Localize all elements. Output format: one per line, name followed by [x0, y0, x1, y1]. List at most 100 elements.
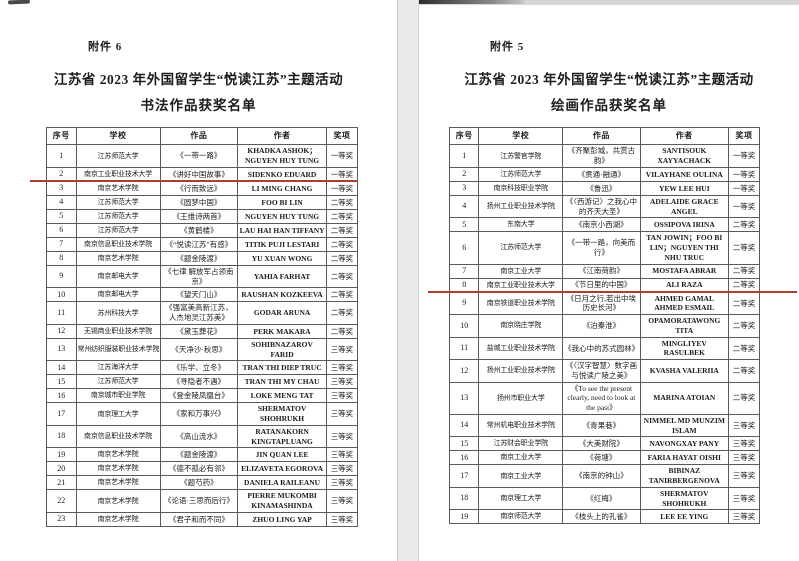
table-cell: 《〈汉字智慧〉数字画与悦读广陵之美》 [562, 359, 641, 383]
table-cell: 《一带一路》 [159, 144, 239, 168]
table-cell: 二等奖 [325, 194, 359, 210]
table-row: 16 南京城市职业学院 《登金陵凤凰台》 LOKE MENG TAT 三等奖 [46, 388, 359, 404]
table-cell: MINGLIYEV RASULBEK [639, 336, 729, 361]
table-row: 4 江苏师范大学 《圆梦中国》 FOO BI LIN 二等奖 [46, 194, 359, 210]
table-row: 9 南京邮电大学 《七律 解放军占领南京》 YAHIA FARHAT 二等奖 [46, 264, 359, 289]
table-cell: 南京理工大学 [75, 402, 161, 426]
table-cell: SHERMATOV SHOHRUKH [639, 486, 729, 511]
table-cell: ADELAIDE GRACE ANGEL [639, 194, 729, 219]
table-row: 3 南京科技职业学院 《鲁迅》 YEW LEE HUI 一等奖 [448, 180, 761, 196]
table-cell: 南京信息职业技术学院 [75, 236, 161, 252]
table-cell: 《乐学、立冬》 [159, 360, 239, 376]
page-gap-divider [397, 0, 419, 561]
table-row: 23 南京艺术学院 《君子和而不同》 ZHUO LING YAP 三等奖 [46, 511, 359, 527]
table-cell: 8 [448, 277, 480, 293]
table-cell: 一等奖 [727, 194, 761, 219]
table-cell: ELIZAVETA EGOROVA [237, 461, 327, 477]
table-cell: 9 [448, 291, 480, 316]
table-cell: 《寻隐者不遇》 [159, 374, 239, 390]
table-cell: 10 [448, 314, 480, 338]
table-cell: SIDENKO EDUARD [237, 166, 327, 182]
table-cell: 三等奖 [727, 450, 761, 466]
table-cell: 南京艺术学院 [75, 447, 161, 463]
table-cell: 南京邮电大学 [75, 287, 161, 303]
table-cell: 《一带一路，向美而行》 [562, 231, 641, 265]
table-cell: 《To see the present clearly, need to loo… [562, 381, 641, 415]
table-cell: 一等奖 [727, 166, 761, 182]
table-row: 9 南京铁道职业技术学院 《日月之行,若出中埃历史长河》 AHMED GAMAL AH… [448, 291, 761, 316]
table-cell: 《贯通·融通》 [562, 166, 641, 182]
table-row: 7 南京信息职业技术学院 《“悦读江苏”有感》 TITIK PUJI LESTARI 二… [46, 236, 359, 252]
table-cell: 二等奖 [325, 287, 359, 303]
table-cell: 7 [448, 263, 480, 279]
column-header: 奖项 [325, 126, 359, 146]
table-row: 11 盐城工业职业技术学院 《我心中的苏式园林》 MINGLIYEV RASULBEK… [448, 336, 761, 361]
table-cell: 《题金陵渡》 [159, 250, 239, 266]
table-cell: MARINA ATOIAN [639, 381, 729, 415]
table-cell: 二等奖 [727, 359, 761, 383]
table-cell: 一等奖 [325, 166, 359, 182]
table-cell: 一等奖 [325, 144, 359, 168]
table-cell: 《行而致远》 [159, 180, 239, 196]
table-cell: TRAN THI DIEP TRUC [237, 360, 327, 376]
table-cell: SHERMATOV SHOHRUKH [237, 402, 327, 426]
table-row: 15 江苏财会职业学院 《大美财院》 NAVONGXAY PANY 三等奖 [448, 436, 761, 452]
table-cell: 南京铁道职业技术学院 [478, 291, 564, 316]
table-cell: 3 [46, 180, 77, 196]
table-cell: 22 [46, 489, 77, 513]
table-cell: 扬州市职业大学 [478, 381, 564, 415]
table-cell: 18 [46, 424, 77, 449]
table-cell: 三等奖 [727, 436, 761, 452]
table-row: 2 南京工业职业技术大学 《讲好中国故事》 SIDENKO EDUARD 一等奖 [46, 166, 359, 182]
table-cell: 7 [46, 236, 77, 252]
table-cell: 《荷塘》 [562, 450, 641, 466]
table-cell: 《登金陵凤凰台》 [159, 388, 239, 404]
table-cell: 《望天门山》 [159, 287, 239, 303]
table-cell: NGUYEN HUY TUNG [237, 208, 327, 224]
table-cell: 《节日里的中国》 [562, 277, 641, 293]
table-cell: BIBINAZ TANIRBERGENOVA [639, 464, 729, 488]
table-cell: 5 [46, 208, 77, 224]
table-cell: 9 [46, 264, 77, 289]
calligraphy-awards-table: 序号 学校 作品 作者 奖项 1 江苏师范大学 《一带一路》 KHADKA ASHOK；NGUY… [46, 126, 359, 527]
table-cell: 13 [448, 381, 480, 415]
table-cell: 二等奖 [727, 231, 761, 265]
table-cell: 二等奖 [727, 277, 761, 293]
table-cell: 三等奖 [727, 509, 761, 525]
table-cell: 南京工业大学 [478, 450, 564, 466]
table-cell: 二等奖 [727, 291, 761, 316]
table-cell: 江苏师范大学 [75, 374, 161, 390]
table-cell: 21 [46, 475, 77, 491]
table-cell: 《黄鹤楼》 [159, 222, 239, 238]
table-cell: 江苏师范大学 [478, 231, 564, 265]
table-cell: 南京艺术学院 [75, 180, 161, 196]
table-cell: 《圆梦中国》 [159, 194, 239, 210]
table-cell: 2 [448, 166, 480, 182]
table-cell: 《大美财院》 [562, 436, 641, 452]
table-cell: 常州机电职业技术学院 [478, 413, 564, 438]
table-cell: 三等奖 [325, 402, 359, 426]
table-cell: 江苏师范大学 [75, 194, 161, 210]
table-cell: 三等奖 [325, 360, 359, 376]
table-cell: 《题芍药》 [159, 475, 239, 491]
table-cell: 南京信息职业技术学院 [75, 424, 161, 449]
table-cell: 二等奖 [325, 236, 359, 252]
table-cell: MOSTAFA ABRAR [639, 263, 729, 279]
table-row: 5 东南大学 《南京小西湖》 OSSIPOVA IRINA 二等奖 [448, 217, 761, 233]
table-cell: 二等奖 [325, 222, 359, 238]
column-header: 序号 [46, 126, 77, 146]
table-cell: 6 [46, 222, 77, 238]
table-cell: LEE EE YING [639, 509, 729, 525]
page-title-line2: 绘画作品获奖名单 [551, 98, 667, 113]
table-cell: 16 [448, 450, 480, 466]
table-cell: 《高山流水》 [159, 424, 239, 449]
table-cell: FARIA HAYAT OISHI [639, 450, 729, 466]
table-cell: 南京工业职业技术大学 [478, 277, 564, 293]
table-row: 17 南京理工大学 《家和万事兴》 SHERMATOV SHOHRUKH 三等奖 [46, 402, 359, 426]
table-cell: 4 [448, 194, 480, 219]
table-cell: 南京艺术学院 [75, 511, 161, 527]
table-cell: 江苏师范大学 [75, 144, 161, 168]
table-cell: 《我心中的苏式园林》 [562, 336, 641, 361]
table-cell: 6 [448, 231, 480, 265]
scan-artifact-smudge [7, 0, 31, 5]
